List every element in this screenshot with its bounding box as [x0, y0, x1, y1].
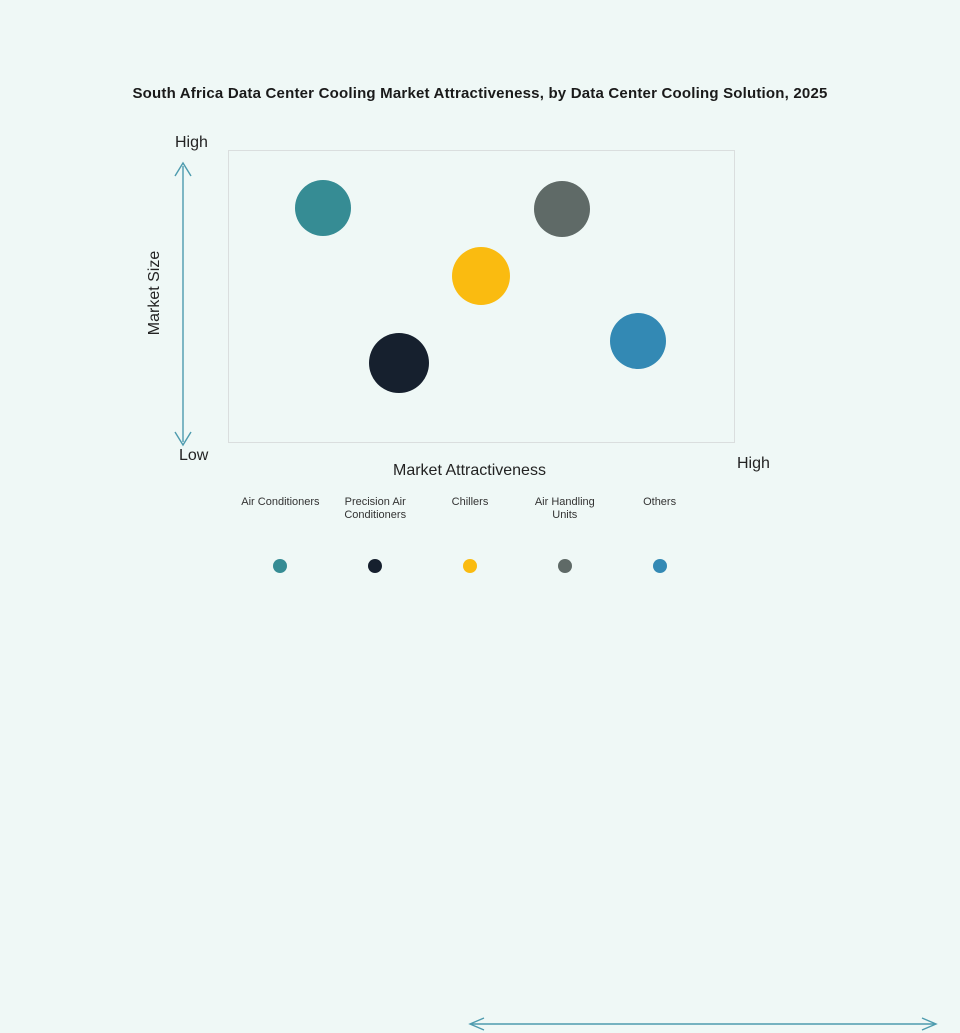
legend-labels-row: Air Conditioners Precision Air Conditione… [233, 496, 707, 522]
legend-dot-air-handling-units [557, 559, 572, 573]
legend: Air Conditioners Precision Air Conditione… [233, 496, 938, 1031]
y-axis-arrow-icon [174, 161, 192, 447]
legend-label-air-conditioners: Air Conditioners [233, 496, 328, 522]
legend-dot-air-conditioners [273, 559, 288, 573]
y-axis-low-label: Low [179, 447, 209, 464]
bubble-chillers [451, 246, 510, 305]
plot-area [228, 150, 735, 443]
bubble-air-conditioners [294, 180, 351, 237]
legend-dot-col-air-handling-units [517, 559, 612, 578]
y-axis-high-label: High [175, 134, 208, 151]
legend-dot-others [652, 559, 667, 573]
legend-dot-col-chillers [423, 559, 518, 578]
legend-label-text: Air Conditioners [241, 496, 320, 508]
bubble-air-handling-units [533, 181, 590, 238]
legend-dot-col-precision-air-conditioners [328, 559, 423, 578]
chart-title: South Africa Data Center Cooling Market … [132, 85, 828, 102]
y-axis-title: Market Size [146, 250, 163, 336]
chart-canvas: South Africa Data Center Cooling Market … [132, 85, 938, 1031]
legend-range-arrow-icon [468, 1017, 938, 1031]
legend-dot-col-others [612, 559, 707, 578]
legend-dot-col-air-conditioners [233, 559, 328, 578]
bubble-layer [229, 151, 734, 442]
legend-label-others: Others [612, 496, 707, 522]
legend-label-text: Air Handling Units [534, 496, 595, 521]
legend-dots-row [233, 559, 707, 578]
legend-label-text: Others [643, 496, 677, 508]
legend-label-air-handling-units: Air Handling Units [517, 496, 612, 522]
legend-label-text: Precision Air Conditioners [344, 496, 407, 521]
legend-label-precision-air-conditioners: Precision Air Conditioners [328, 496, 423, 522]
bubble-precision-air-conditioners [369, 332, 430, 393]
x-axis-high-label: High [737, 455, 770, 472]
legend-dot-chillers [462, 559, 477, 573]
bubble-others [610, 312, 667, 369]
legend-dot-precision-air-conditioners [368, 559, 383, 573]
legend-label-chillers: Chillers [423, 496, 518, 522]
x-axis-title: Market Attractiveness [393, 462, 546, 479]
legend-label-text: Chillers [451, 496, 489, 508]
